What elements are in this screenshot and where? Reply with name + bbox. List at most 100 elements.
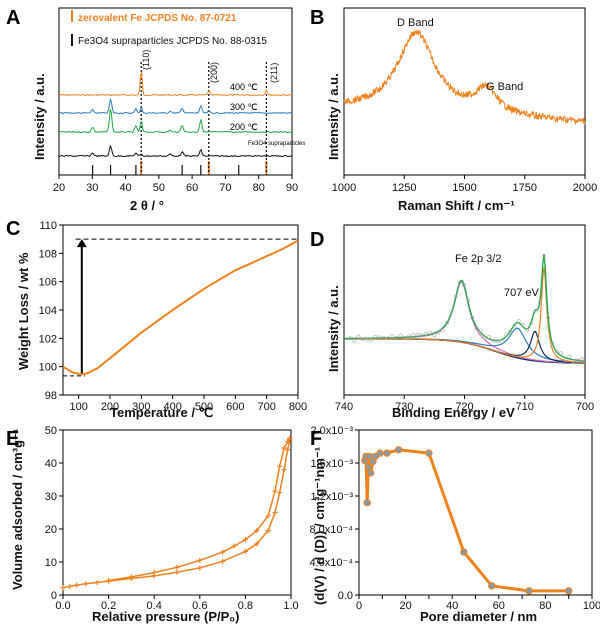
d-raw-point bbox=[483, 335, 487, 340]
a-series-1-line bbox=[58, 97, 293, 115]
f-ytick-label: 1.2x10⁻³ bbox=[311, 491, 354, 503]
d-raw-point bbox=[559, 351, 563, 356]
panel-d-xlabel: Binding Energy / eV bbox=[392, 405, 515, 420]
c-ytick-label: 100 bbox=[39, 362, 57, 374]
f-ytick-label: 1.6x10⁻³ bbox=[311, 458, 354, 470]
d-raw-point bbox=[580, 357, 584, 361]
f-xtick-label: 20 bbox=[399, 600, 411, 612]
panel-d: D Fe 2p 3/2 707 eV Intensity / a.u. Bind… bbox=[310, 224, 594, 420]
panel-b-xticks: 1000 1250 1500 1750 2000 bbox=[332, 175, 597, 194]
f-xtick-label: 60 bbox=[493, 600, 505, 612]
panel-b-letter: B bbox=[310, 7, 324, 29]
c-xtick-label: 200 bbox=[101, 401, 119, 413]
e-adsorption-point bbox=[220, 558, 226, 564]
d-raw-point bbox=[525, 328, 530, 332]
e-adsorption-point bbox=[242, 548, 248, 554]
d-raw-point bbox=[398, 333, 403, 338]
d-raw-point bbox=[369, 338, 374, 342]
panel-d-frame bbox=[343, 224, 586, 396]
d-raw-point bbox=[508, 329, 513, 334]
a-xtick-label: 90 bbox=[286, 182, 298, 194]
f-pore-point bbox=[425, 449, 433, 457]
e-desorption-point bbox=[197, 557, 203, 563]
d-raw-point bbox=[563, 358, 568, 363]
f-ytick-label: 0.0 bbox=[338, 590, 353, 602]
e-xtick-label: 0.4 bbox=[147, 600, 162, 612]
d-raw-point bbox=[512, 323, 517, 328]
e-xtick-label: 0.2 bbox=[101, 600, 116, 612]
label-200: 200 ℃ bbox=[230, 122, 258, 132]
miller-211: (211) bbox=[269, 63, 279, 83]
c-xtick-label: 400 bbox=[163, 401, 181, 413]
f-xtick-label: 100 bbox=[583, 600, 600, 612]
e-adsorption-point bbox=[277, 490, 283, 496]
panel-e-ylabel: Volume adsorbed / cm³g⁻¹ bbox=[10, 429, 25, 590]
d-raw-point bbox=[542, 254, 546, 258]
d-raw-point bbox=[407, 334, 411, 339]
f-ytick-label: 4.0x10⁻⁴ bbox=[309, 557, 353, 569]
d-raw-point bbox=[352, 338, 357, 343]
e-adsorption-point bbox=[94, 579, 100, 585]
d-raw-point bbox=[521, 322, 525, 327]
d-raw-point bbox=[575, 358, 580, 363]
f-pore-point bbox=[363, 498, 371, 507]
c-xtick-label: 800 bbox=[289, 401, 307, 413]
panel-b-xlabel: Raman Shift / cm⁻¹ bbox=[398, 198, 515, 213]
d-raw-point bbox=[453, 294, 458, 299]
d-raw-point bbox=[364, 337, 369, 342]
b-xtick-label: 1000 bbox=[332, 182, 356, 194]
f-ytick-label: 2.0x10⁻³ bbox=[311, 425, 354, 437]
d-xtick-label: 740 bbox=[335, 401, 353, 413]
e-ytick-label: 0 bbox=[51, 590, 57, 602]
miller-200: (200) bbox=[209, 62, 219, 83]
panel-c-ylabel: Weight Loss / wt % bbox=[16, 252, 31, 370]
f-pore-point bbox=[460, 548, 468, 556]
d-raw-point bbox=[499, 339, 504, 344]
d-raw-point bbox=[470, 315, 475, 320]
c-xtick-label: 600 bbox=[226, 401, 244, 413]
c-ytick-label: 102 bbox=[39, 333, 57, 345]
d-raw-point bbox=[529, 321, 534, 326]
a-series-0-line bbox=[58, 71, 292, 97]
a-xtick-label: 80 bbox=[253, 182, 265, 194]
c-ytick-label: 106 bbox=[39, 277, 57, 289]
annot-g-band: G Band bbox=[486, 81, 523, 93]
d-raw-point bbox=[411, 333, 416, 337]
c-ytick-label: 104 bbox=[39, 305, 57, 317]
d-raw-point bbox=[571, 359, 576, 364]
e-desorption-point bbox=[281, 445, 287, 451]
panel-e-frame bbox=[62, 429, 292, 596]
f-pore-point bbox=[383, 449, 391, 457]
d-raw-point bbox=[466, 298, 471, 302]
c-xtick-label: 700 bbox=[257, 401, 275, 413]
d-raw-point bbox=[440, 328, 445, 333]
panel-e: E Volume adsorbed / cm³g⁻¹ Relative pres… bbox=[6, 425, 299, 624]
e-desorption-point bbox=[128, 574, 134, 580]
f-pore-point bbox=[565, 587, 573, 595]
f-pore-point bbox=[366, 469, 375, 477]
panel-f-frame bbox=[358, 429, 593, 596]
panel-e-letter: E bbox=[6, 428, 19, 450]
e-adsorption-point bbox=[285, 447, 291, 453]
legend-fe3o4-label: Fe3O4 supraparticles JCPDS No. 88-0315 bbox=[78, 36, 267, 47]
d-raw-point bbox=[567, 354, 572, 359]
d-raw-point bbox=[504, 333, 508, 337]
panel-b-frame bbox=[343, 7, 586, 176]
d-raw-point bbox=[478, 328, 483, 333]
d-raw-point bbox=[449, 309, 454, 313]
panel-f-plot-area bbox=[361, 446, 573, 595]
e-desorption-point bbox=[231, 543, 237, 549]
e-adsorption-point bbox=[60, 585, 66, 591]
panel-a-frame bbox=[58, 7, 293, 176]
e-xtick-label: 0.6 bbox=[192, 600, 207, 612]
e-adsorption-point bbox=[265, 528, 271, 534]
panel-c-ticks: 100 200 300 400 500 600 700 800 98 100 102 104 106 10… bbox=[39, 220, 308, 413]
e-desorption-point bbox=[287, 435, 293, 441]
panel-c-frame bbox=[62, 224, 299, 396]
d-raw-point bbox=[474, 326, 479, 331]
d-raw-point bbox=[487, 335, 492, 339]
label-400: 400 ℃ bbox=[230, 82, 258, 92]
panel-a-letter: A bbox=[6, 7, 20, 29]
e-desorption-point bbox=[277, 463, 283, 469]
label-300: 300 ℃ bbox=[230, 102, 258, 112]
